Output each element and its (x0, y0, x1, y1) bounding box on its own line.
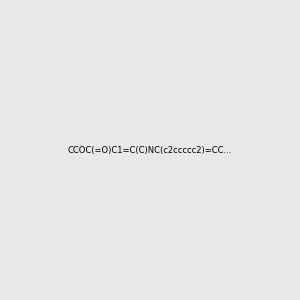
Text: CCOC(=O)C1=C(C)NC(c2ccccc2)=CC...: CCOC(=O)C1=C(C)NC(c2ccccc2)=CC... (68, 146, 232, 154)
